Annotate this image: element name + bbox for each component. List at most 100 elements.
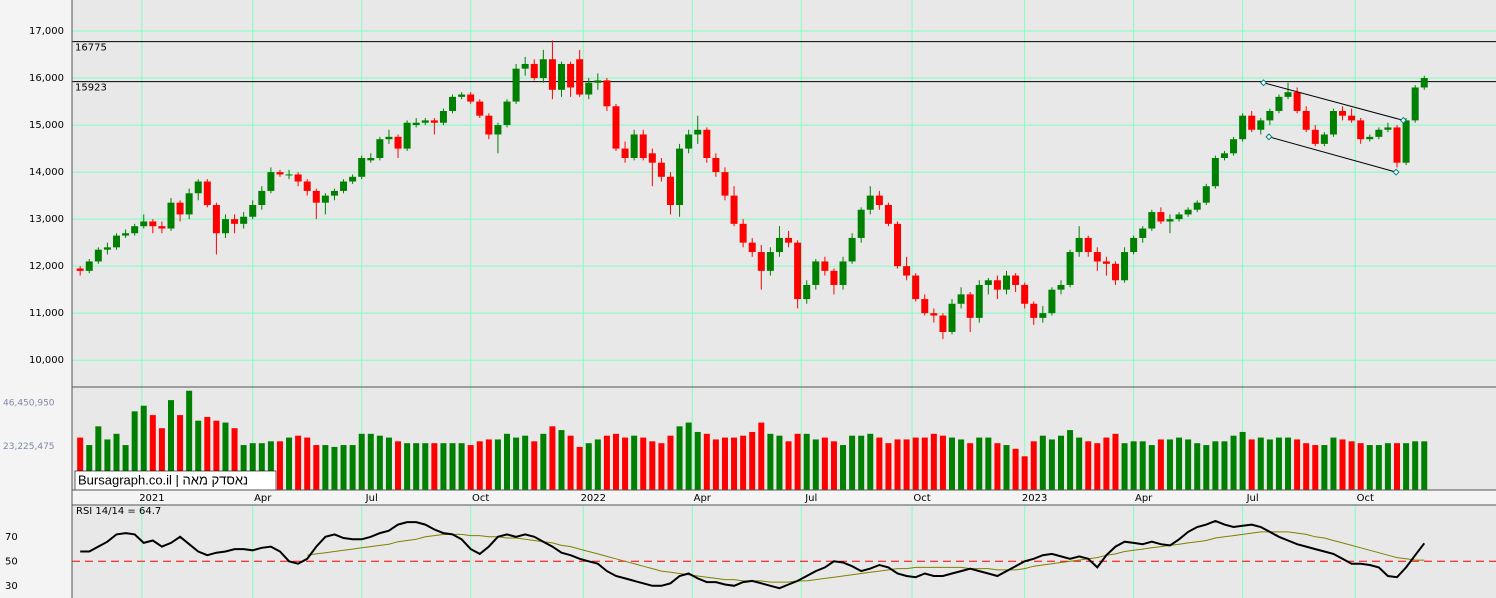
candle-body [439,110,447,123]
x-tick-label: Apr [694,493,712,504]
candle-body [1248,115,1256,130]
candle-body [231,219,239,224]
volume-bar [721,437,728,490]
candle-body [1357,120,1365,140]
volume-bar [703,433,710,490]
volume-bar [1321,445,1328,490]
candle-body [957,294,965,304]
level-label: 16775 [75,43,107,54]
volume-bar [367,433,374,490]
candle-body [240,216,248,224]
candle-body [1411,87,1419,121]
volume-bar [276,441,283,490]
volume-bar [594,439,601,490]
candle-body [512,68,520,102]
rsi-line [307,531,1425,583]
candle-body [1348,115,1356,121]
volume-bar [640,437,647,490]
volume-bar [149,415,156,490]
volume-bar [358,433,365,490]
volume-bar [513,437,520,490]
volume-bar [413,443,420,490]
volume-bar [1375,445,1382,490]
volume-bar [376,435,383,490]
candle-body [421,120,429,123]
volume-bar [404,443,411,490]
candle-body [203,181,211,206]
volume-bar [531,441,538,490]
volume-bar [603,435,610,490]
candle-body [1202,186,1210,203]
volume-bar [1166,439,1173,490]
candle-body [1266,110,1274,121]
volume-bar [803,433,810,490]
volume-bar [1030,441,1037,490]
volume-bar [313,445,320,490]
volume-bar [1057,435,1064,490]
volume-bar [267,441,274,490]
volume-bar [522,435,529,490]
candle-body [821,261,829,271]
candle-body [803,284,811,300]
volume-bar [985,437,992,490]
trend-line [1268,136,1397,173]
volume-bar [785,441,792,490]
volume-bar [649,441,656,490]
x-tick-label: Jul [804,493,817,504]
y-tick-label: 50 [5,556,18,567]
volume-bar [1003,445,1010,490]
candle-body [449,96,457,111]
y-tick-label: 46,450,950 [3,399,55,409]
rsi-title: RSI 14/14 = 64.7 [76,506,161,517]
candle-body [1211,157,1219,187]
trend-handle [1259,79,1268,87]
candle-body [1275,96,1283,111]
candle-body [766,252,774,271]
candle-body [1021,284,1029,304]
volume-bar [1421,441,1428,490]
volume-bar [1312,445,1319,490]
volume-bar [1275,437,1282,490]
volume-bar [422,443,429,490]
y-tick-label: 14,000 [29,167,64,178]
volume-bar [1257,437,1264,490]
volume-bar [304,437,311,490]
x-tick-label: 2023 [1022,493,1047,504]
candle-body [848,237,856,262]
candle-body [1121,252,1129,281]
volume-bar [385,437,392,490]
candle-body [1239,115,1247,140]
candle-body [1284,92,1292,97]
marks [72,40,1496,590]
volume-bar [286,437,293,490]
volume-bar [794,433,801,490]
candle-body [1057,284,1065,290]
volume-bar [949,437,956,490]
candle-body [1039,313,1047,318]
candle-body [303,181,311,191]
volume-bar [1203,445,1210,490]
candle-body [921,299,929,314]
volume-bar [86,445,93,490]
volume-bar [1121,443,1128,490]
volume-bar [494,439,501,490]
volume-bar [1266,439,1273,490]
volume-bar [1112,433,1119,490]
candle-body [984,280,992,285]
volume-bar [876,437,883,490]
volume-bar [204,416,211,490]
x-tick-label: 2021 [139,493,164,504]
candle-body [412,122,420,126]
candle-body [194,181,202,194]
volume-bar [576,446,583,490]
volume-bar [1157,439,1164,490]
volume-bar [694,431,701,490]
volume-bar [567,435,574,490]
volume-bar [958,439,965,490]
volume-bar [258,443,265,490]
volume-bar [612,433,619,490]
candle-body [739,223,747,243]
volume-bar [222,422,229,490]
volume-bar [249,443,256,490]
volume-bar [685,422,692,490]
